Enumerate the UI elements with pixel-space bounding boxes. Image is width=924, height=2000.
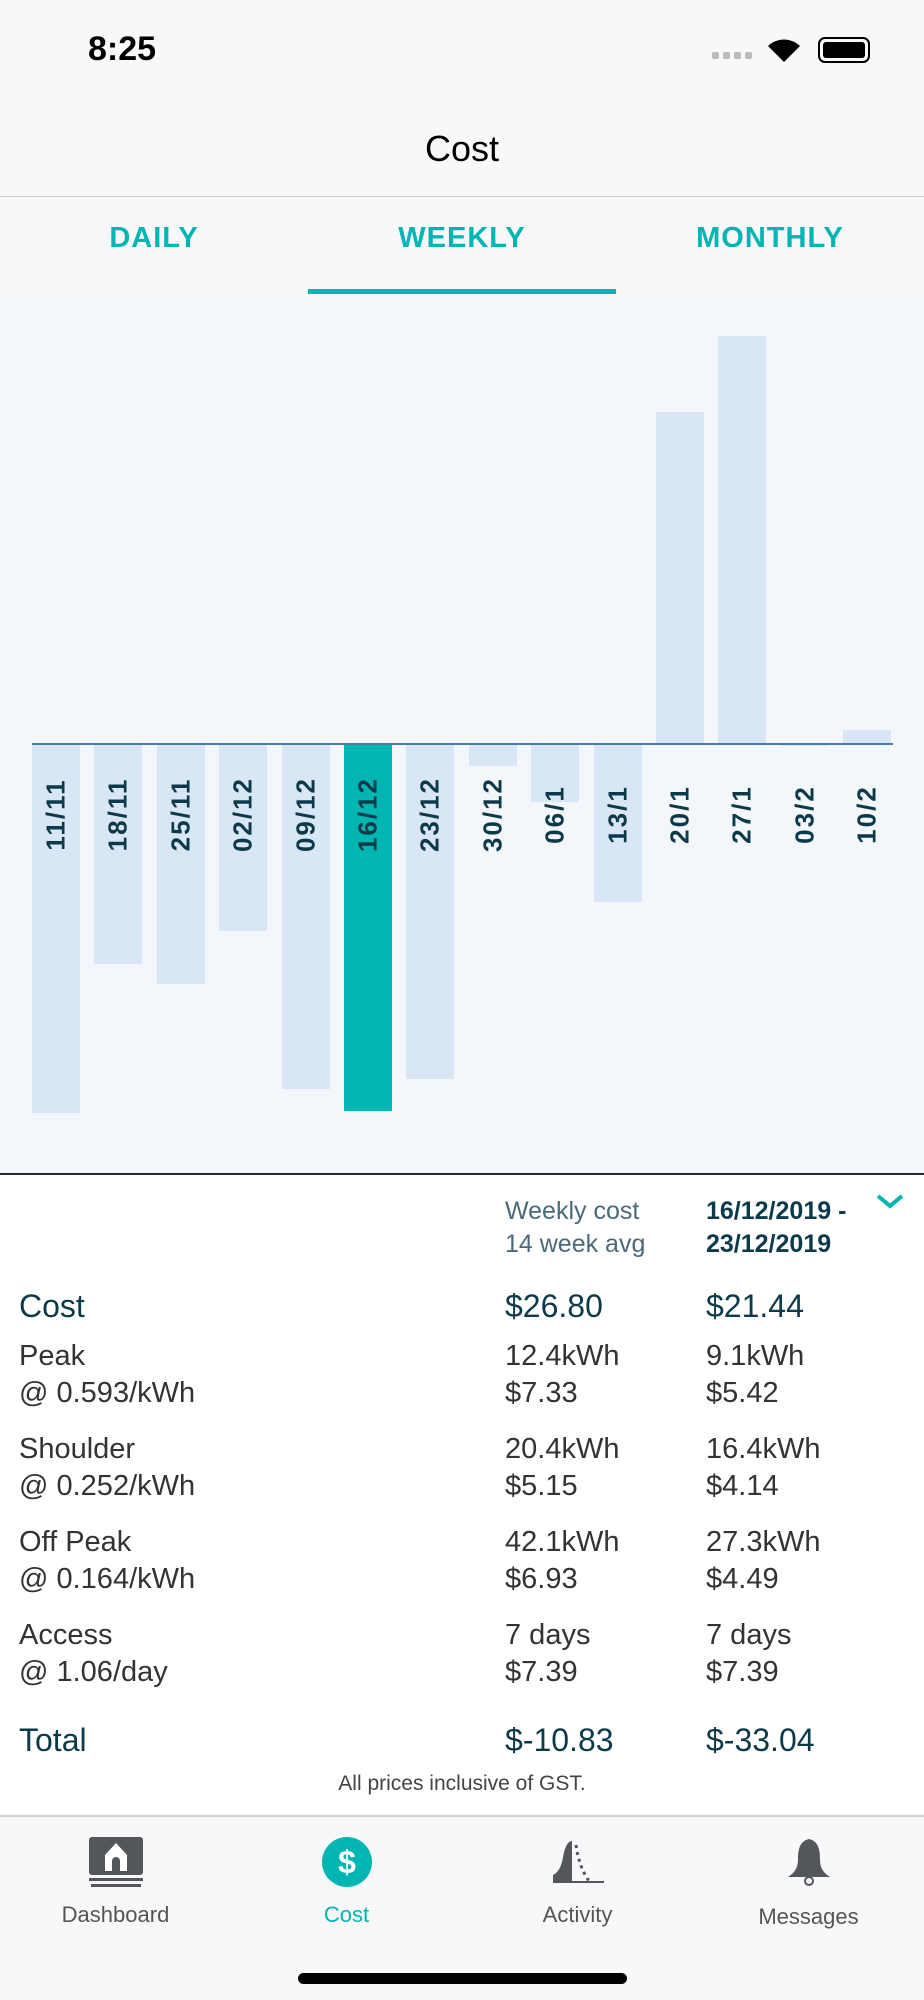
- signal-icon: [712, 52, 752, 59]
- week-cost: $7.39: [706, 1656, 779, 1688]
- avg-quantity: 20.4kWh: [505, 1433, 620, 1465]
- top-bar: [0, 0, 924, 296]
- tab-weekly[interactable]: WEEKLY: [398, 222, 526, 254]
- rate-label: Peak: [19, 1340, 86, 1372]
- date-range-start: 16/12/2019 -: [706, 1197, 847, 1225]
- avg-quantity: 42.1kWh: [505, 1526, 620, 1558]
- avg-cost: $7.39: [505, 1656, 578, 1688]
- cost-label: Cost: [19, 1288, 85, 1324]
- x-tick-label: 09/12: [290, 776, 321, 853]
- bell-icon: [787, 1839, 830, 1886]
- rate-value: @ 1.06/day: [19, 1656, 168, 1688]
- avg-cost: $6.93: [505, 1563, 578, 1595]
- cost-week: $21.44: [706, 1288, 804, 1324]
- page-title: Cost: [424, 128, 500, 169]
- status-time: 8:25: [88, 30, 157, 68]
- tab-daily[interactable]: DAILY: [109, 222, 199, 254]
- rate-label: Off Peak: [19, 1526, 132, 1558]
- active-tab-indicator: [308, 289, 616, 294]
- x-tick-label: 02/12: [227, 776, 258, 853]
- bottom-tab-bar: Dashboard $ Cost Activity Messages: [0, 1815, 924, 2000]
- week-cost: $5.42: [706, 1377, 779, 1409]
- svg-text:$: $: [338, 1844, 356, 1880]
- x-tick-label: 06/1: [539, 785, 570, 844]
- avg-cost: $5.15: [505, 1470, 578, 1502]
- bar-03-2[interactable]: [780, 744, 829, 746]
- divider: [0, 196, 924, 197]
- bar-02-12[interactable]: [219, 744, 268, 931]
- rate-value: @ 0.593/kWh: [19, 1377, 196, 1409]
- x-tick-label: 13/1: [602, 785, 633, 844]
- x-tick-label: 18/11: [102, 777, 133, 852]
- avg-column-header: Weekly cost 14 week avg: [505, 1195, 645, 1261]
- tab-monthly[interactable]: MONTHLY: [696, 222, 844, 254]
- rate-label: Shoulder: [19, 1433, 136, 1465]
- x-tick-label: 23/12: [414, 776, 445, 853]
- week-quantity: 7 days: [706, 1619, 792, 1651]
- avg-quantity: 12.4kWh: [505, 1340, 620, 1372]
- bar-11-11[interactable]: [32, 744, 80, 1113]
- x-tick-label: 11/11: [40, 778, 71, 851]
- bar-10-2[interactable]: [843, 729, 892, 744]
- nav-messages[interactable]: Messages: [693, 1837, 924, 1930]
- bar-25-11[interactable]: [156, 744, 205, 984]
- zero-line: [32, 743, 893, 745]
- bar-18-11[interactable]: [94, 744, 143, 964]
- x-tick-label: 16/12: [352, 776, 383, 853]
- week-quantity: 16.4kWh: [706, 1433, 821, 1465]
- nav-label: Cost: [323, 1902, 370, 1927]
- nav-dashboard[interactable]: Dashboard: [0, 1837, 231, 1928]
- bar-20-1[interactable]: [656, 411, 704, 744]
- week-cost: $4.49: [706, 1563, 779, 1595]
- week-quantity: 9.1kWh: [706, 1340, 805, 1372]
- bar-13-1[interactable]: [593, 744, 642, 902]
- week-cost: $4.14: [706, 1470, 779, 1502]
- x-tick-label: 03/2: [789, 785, 820, 844]
- wifi-icon: [768, 39, 800, 62]
- avg-quantity: 7 days: [505, 1619, 591, 1651]
- total-avg: $-10.83: [505, 1722, 614, 1758]
- avg-cost: $7.33: [505, 1377, 578, 1409]
- bar-16-12[interactable]: [344, 744, 392, 1111]
- home-icon: [88, 1837, 143, 1887]
- battery-icon: [818, 37, 870, 63]
- bar-30-12[interactable]: [468, 744, 517, 767]
- week-quantity: 27.3kWh: [706, 1526, 821, 1558]
- weekly-cost-chart: 11/11 18/11 25/11 02/12 09/12 16/12 23/12 30/12…: [0, 296, 924, 1175]
- rate-value: @ 0.164/kWh: [19, 1563, 196, 1595]
- date-range-selector[interactable]: 16/12/2019 - 23/12/2019: [706, 1195, 846, 1261]
- x-tick-label: 30/12: [477, 776, 508, 853]
- date-range-end: 23/12/2019: [706, 1230, 832, 1258]
- home-indicator[interactable]: [298, 1973, 627, 1984]
- cost-avg: $26.80: [505, 1288, 603, 1324]
- avg-header-line2: 14 week avg: [505, 1230, 646, 1258]
- bar-27-1[interactable]: [718, 336, 767, 744]
- rate-value: @ 0.252/kWh: [19, 1470, 196, 1502]
- rate-label: Access: [19, 1619, 113, 1651]
- nav-activity[interactable]: Activity: [462, 1837, 693, 1928]
- total-label: Total: [19, 1722, 87, 1758]
- bar-06-1[interactable]: [531, 744, 580, 802]
- x-tick-label: 25/11: [165, 777, 196, 852]
- nav-label: Activity: [542, 1902, 613, 1927]
- bar-09-12[interactable]: [281, 744, 330, 1090]
- nav-label: Messages: [758, 1904, 859, 1929]
- avg-header-line1: Weekly cost: [505, 1197, 640, 1225]
- x-tick-label: 10/2: [851, 785, 882, 844]
- total-week: $-33.04: [706, 1722, 815, 1758]
- nav-cost[interactable]: $ Cost: [231, 1837, 462, 1928]
- x-tick-label: 27/1: [726, 785, 757, 844]
- bar-23-12[interactable]: [406, 744, 455, 1080]
- nav-label: Dashboard: [61, 1902, 170, 1927]
- x-tick-label: 20/1: [664, 785, 695, 844]
- gst-footnote: All prices inclusive of GST.: [338, 1772, 586, 1795]
- activity-icon: [552, 1841, 604, 1883]
- dollar-icon: $: [321, 1837, 372, 1887]
- chevron-down-icon[interactable]: [876, 1194, 904, 1210]
